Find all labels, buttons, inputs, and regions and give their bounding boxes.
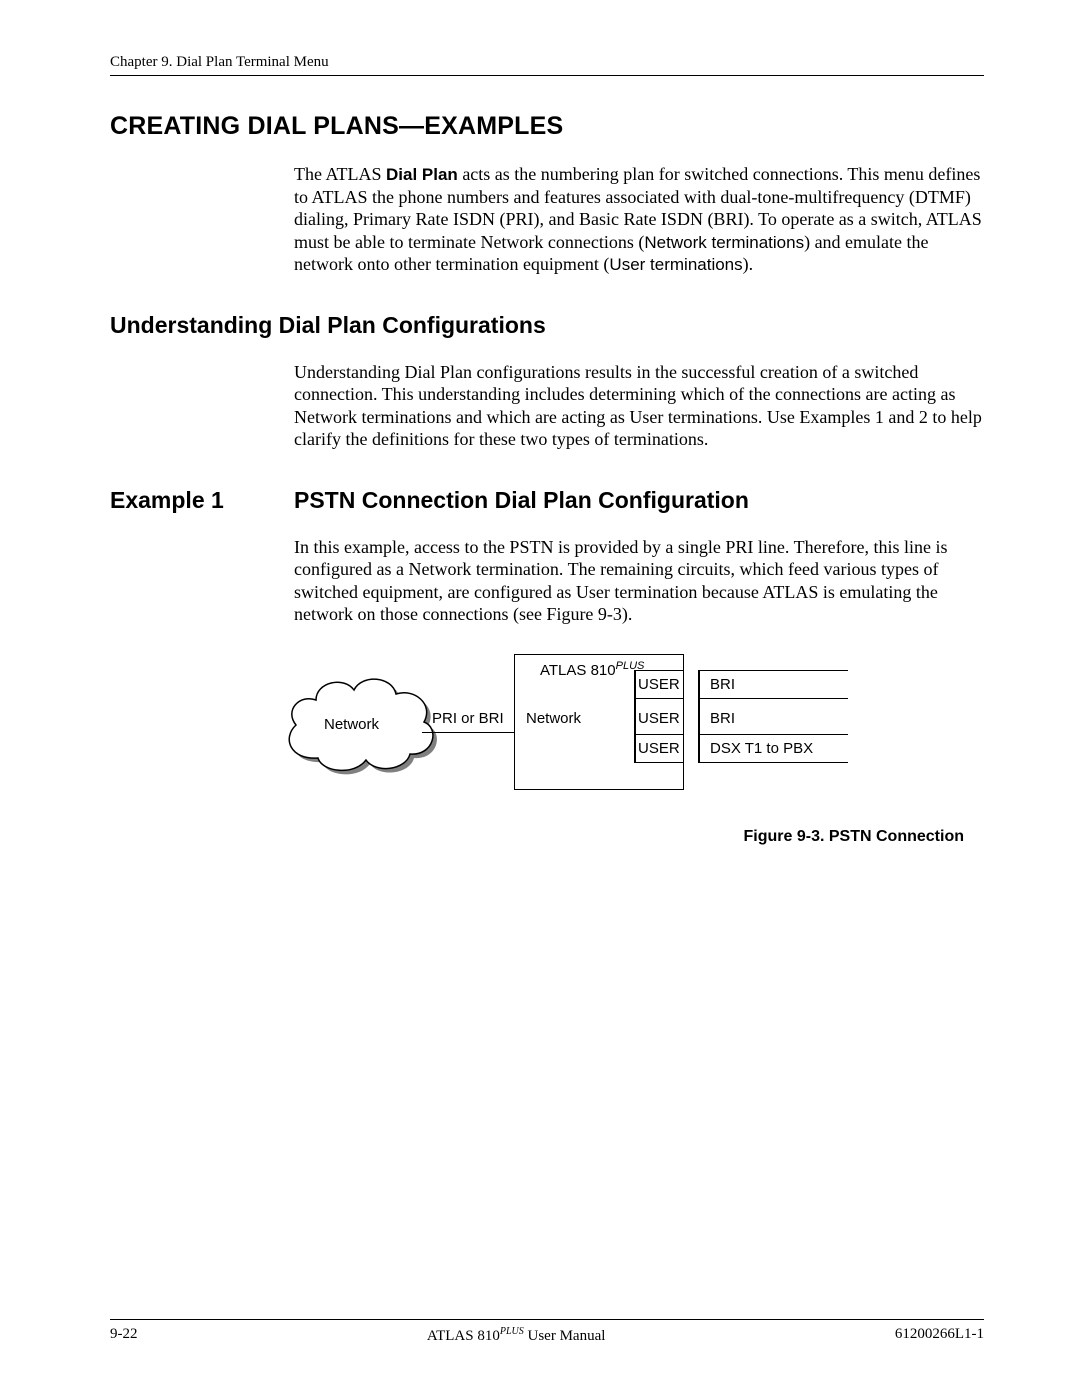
atlas-row-line: [634, 734, 684, 736]
atlas-left-label: Network: [526, 710, 581, 727]
footer-doc-number: 61200266L1-1: [895, 1326, 984, 1345]
section1-body: The ATLAS Dial Plan acts as the numberin…: [294, 163, 984, 276]
header-rule: [110, 75, 984, 76]
right-row-line: [698, 762, 848, 764]
link-line: [422, 732, 514, 734]
example1-label: Example 1: [110, 487, 294, 514]
s1-sans-user-terminations: User terminations: [609, 255, 742, 274]
page: Chapter 9. Dial Plan Terminal Menu CREAT…: [0, 0, 1080, 1397]
atlas-box-title: ATLAS 810PLUS: [540, 660, 644, 679]
s1-text: The ATLAS: [294, 164, 386, 184]
right-label: DSX T1 to PBX: [710, 740, 813, 757]
footer-row: 9-22 ATLAS 810PLUS User Manual 61200266L…: [110, 1326, 984, 1345]
section2-body: Understanding Dial Plan configurations r…: [294, 361, 984, 451]
s1-text: ).: [743, 254, 754, 274]
right-vertical: [698, 670, 700, 762]
right-label: BRI: [710, 710, 735, 727]
right-row-line: [698, 698, 848, 700]
atlas-user-label: USER: [638, 740, 680, 757]
footer-page-number: 9-22: [110, 1326, 138, 1345]
s3-text: In this example, access to the PSTN is p…: [294, 536, 984, 626]
footer-center-pre: ATLAS 810: [427, 1328, 500, 1344]
figure-canvas: Network PRI or BRI ATLAS 810PLUS Network…: [294, 654, 854, 804]
footer-manual-title: ATLAS 810PLUS User Manual: [427, 1326, 605, 1345]
network-cloud-label: Network: [324, 716, 379, 733]
atlas-user-label: USER: [638, 710, 680, 727]
example1-title: PSTN Connection Dial Plan Configuration: [294, 487, 749, 514]
atlas-title-pre: ATLAS 810: [540, 662, 616, 679]
atlas-user-label: USER: [638, 676, 680, 693]
right-label: BRI: [710, 676, 735, 693]
footer: 9-22 ATLAS 810PLUS User Manual 61200266L…: [110, 1319, 984, 1345]
figure-caption: Figure 9-3. PSTN Connection: [294, 828, 964, 846]
s2-text: Understanding Dial Plan configurations r…: [294, 361, 984, 451]
footer-rule: [110, 1319, 984, 1320]
link-label: PRI or BRI: [432, 710, 504, 727]
s1-bold-dialplan: Dial Plan: [386, 165, 458, 184]
right-row-line: [698, 670, 848, 672]
example1-heading-row: Example 1 PSTN Connection Dial Plan Conf…: [110, 487, 984, 514]
atlas-row-line: [634, 670, 684, 672]
right-row-line: [698, 734, 848, 736]
s1-sans-network-terminations: Network terminations: [644, 233, 804, 252]
header-chapter: Chapter 9. Dial Plan Terminal Menu: [110, 54, 984, 71]
atlas-row-line: [634, 762, 684, 764]
atlas-divider: [634, 670, 636, 762]
footer-center-sup: PLUS: [500, 1326, 524, 1337]
figure-9-3: Network PRI or BRI ATLAS 810PLUS Network…: [294, 654, 984, 846]
section-title-create: CREATING DIAL PLANS—EXAMPLES: [110, 112, 984, 141]
section-title-understanding: Understanding Dial Plan Configurations: [110, 312, 984, 339]
footer-center-post: User Manual: [524, 1328, 606, 1344]
section3-body: In this example, access to the PSTN is p…: [294, 536, 984, 626]
atlas-row-line: [634, 698, 684, 700]
